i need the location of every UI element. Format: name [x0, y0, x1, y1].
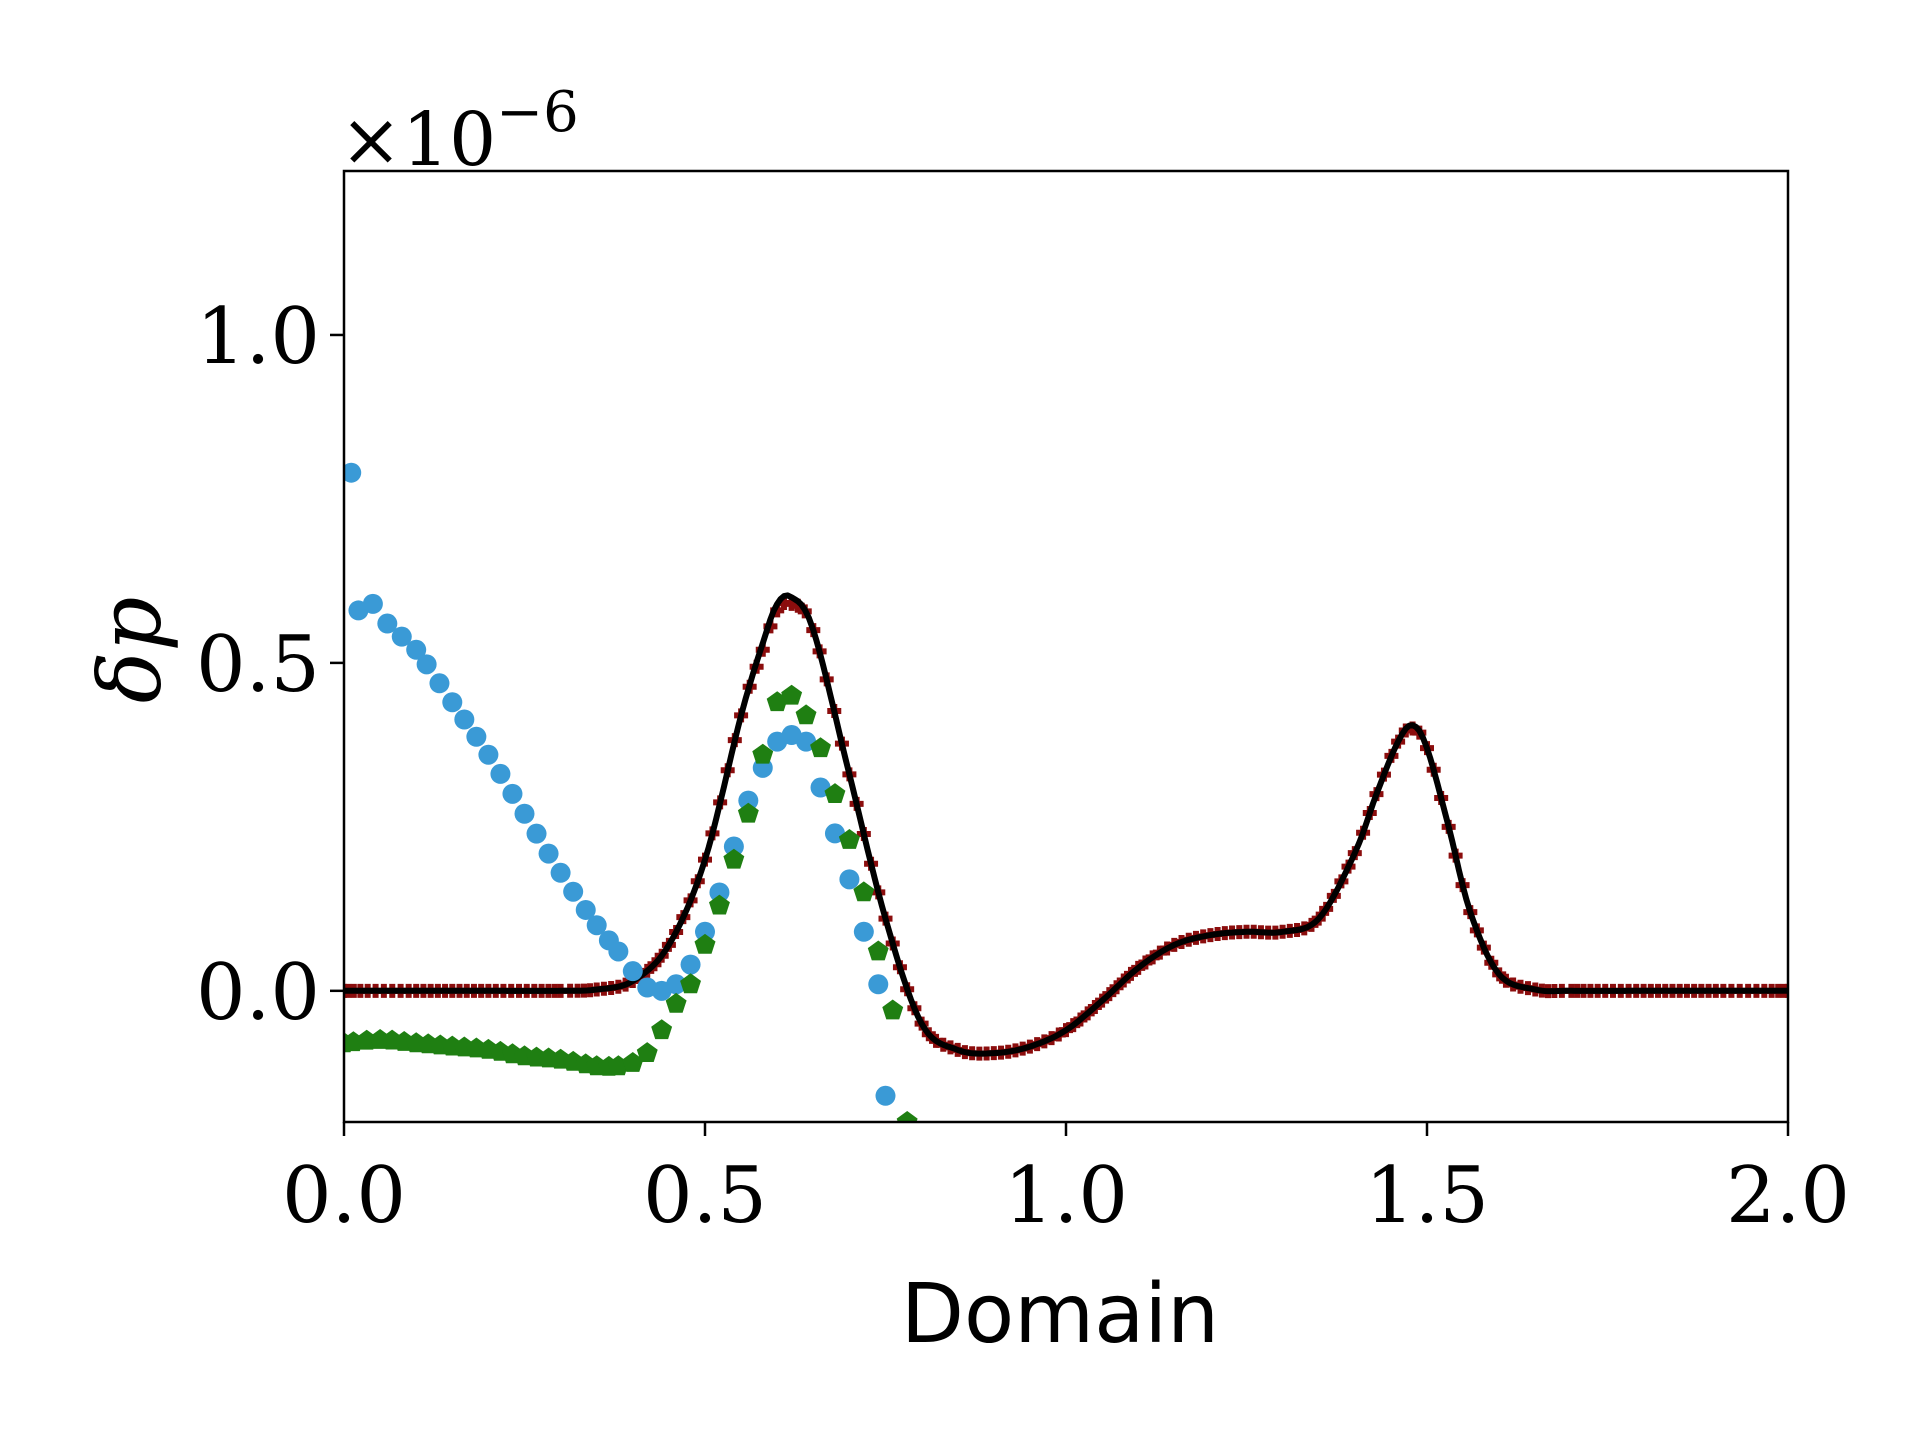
green-marker — [882, 999, 904, 1020]
green-marker — [810, 737, 831, 758]
x-tick-label: 1.5 — [1365, 1151, 1489, 1241]
green-marker — [853, 881, 875, 902]
green-marker — [752, 743, 774, 764]
y-tick-label: 0.5 — [196, 620, 320, 710]
green-marker — [867, 940, 889, 961]
blue-marker — [563, 881, 584, 902]
blue-marker — [377, 613, 398, 634]
blue-marker — [538, 843, 559, 864]
blue-marker — [575, 899, 596, 920]
blue-marker — [723, 836, 744, 857]
green-marker — [838, 829, 860, 849]
green-marker — [766, 691, 788, 712]
series-blue-markers — [344, 462, 896, 1106]
y-tick-label: 1.0 — [196, 292, 320, 382]
green-marker — [636, 1042, 658, 1062]
series-green-markers — [344, 684, 918, 1122]
x-tick-label: 0.5 — [643, 1151, 767, 1241]
blue-marker — [709, 882, 730, 903]
green-marker — [622, 1052, 644, 1072]
blue-marker — [442, 692, 463, 713]
red-marker — [776, 596, 791, 611]
blue-marker — [429, 673, 450, 694]
ticks-layer: 0.0 0.5 1.0 1.5 2.0 0.0 0.5 1.0 — [196, 292, 1850, 1241]
blue-marker — [344, 462, 362, 483]
blue-marker — [478, 744, 499, 765]
green-marker — [651, 1019, 673, 1040]
blue-marker — [680, 954, 701, 975]
blue-marker — [391, 626, 412, 647]
green-marker — [824, 783, 846, 803]
green-marker — [896, 1111, 918, 1122]
green-marker — [665, 992, 687, 1013]
green-marker — [694, 933, 716, 954]
green-marker — [737, 802, 759, 823]
green-marker — [795, 704, 817, 725]
green-marker — [356, 1029, 378, 1050]
blue-marker — [839, 869, 860, 890]
blue-marker — [466, 726, 487, 747]
blue-marker — [526, 823, 547, 844]
blue-marker — [853, 921, 874, 942]
blue-marker — [406, 639, 427, 660]
black-line — [344, 592, 1788, 1057]
series-layer — [344, 462, 1788, 1122]
green-marker — [709, 894, 730, 915]
blue-marker — [490, 763, 511, 784]
x-tick-label: 2.0 — [1726, 1151, 1850, 1241]
x-tick-label: 1.0 — [1004, 1151, 1128, 1241]
blue-marker — [622, 961, 643, 982]
x-tick-label: 0.0 — [282, 1151, 406, 1241]
blue-marker — [514, 803, 535, 824]
y-tick-label: 0.0 — [196, 948, 320, 1038]
blue-marker — [666, 974, 687, 995]
y-axis-label: δp — [81, 597, 181, 704]
blue-marker — [550, 862, 571, 883]
blue-marker — [738, 790, 759, 811]
plot-frame — [342, 169, 1790, 1124]
y-offset-label: ×10−6 — [340, 80, 579, 183]
y-offset-exponent: −6 — [496, 80, 579, 145]
blue-marker — [454, 709, 475, 730]
blue-marker — [416, 654, 437, 675]
blue-marker — [695, 921, 715, 942]
y-offset-base: ×10 — [340, 97, 496, 183]
blue-marker — [362, 593, 383, 614]
green-marker — [723, 848, 745, 869]
green-marker — [680, 973, 701, 994]
blue-marker — [608, 941, 629, 962]
blue-marker — [586, 915, 607, 936]
blue-marker — [502, 783, 523, 804]
green-marker — [781, 684, 803, 705]
x-axis-label: Domain — [901, 1267, 1219, 1362]
red-marker — [790, 598, 805, 613]
blue-marker — [868, 974, 889, 995]
blue-marker — [875, 1085, 896, 1106]
